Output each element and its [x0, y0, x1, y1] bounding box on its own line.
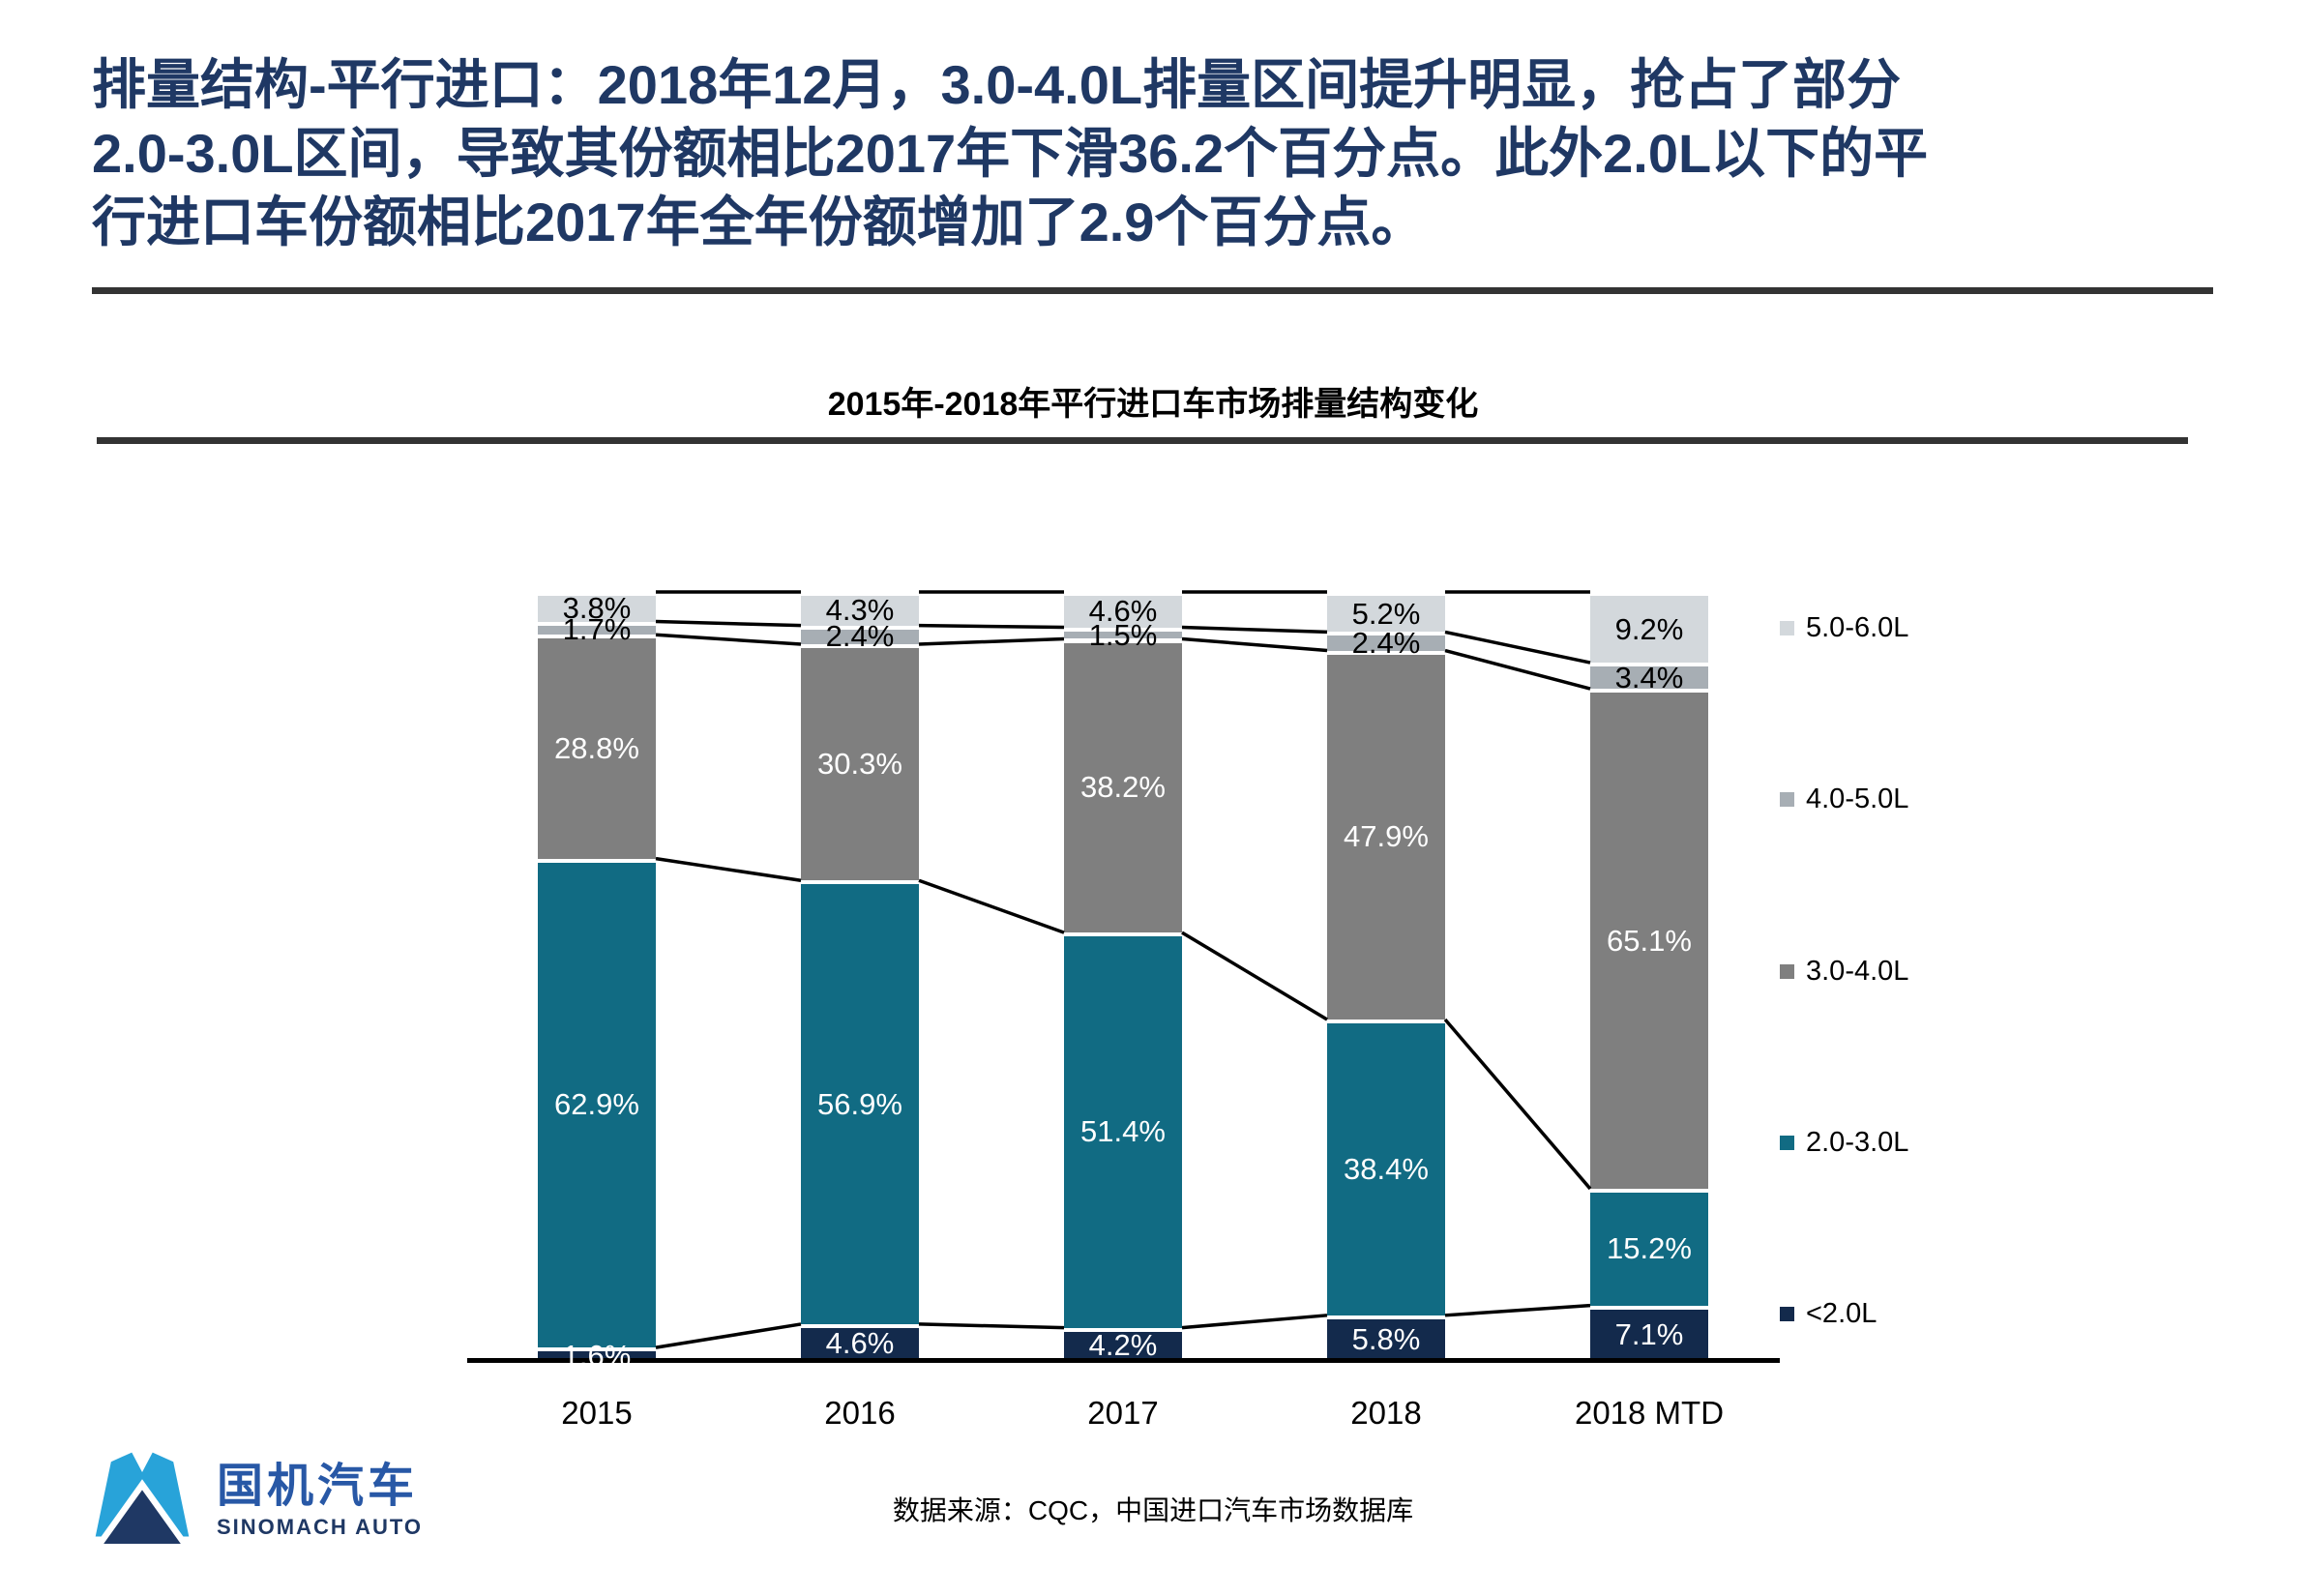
segment-2.0-3.0L: 15.2% — [1590, 1188, 1708, 1306]
segment-value-label: 3.8% — [562, 591, 632, 626]
segment-<2.0L: 1.6% — [538, 1339, 656, 1373]
legend-label: 2.0-3.0L — [1806, 1126, 1909, 1158]
segment-3.0-4.0L: 28.8% — [538, 635, 656, 859]
segment-value-label: 30.3% — [817, 747, 902, 782]
segment-5.0-6.0L: 4.3% — [801, 592, 919, 628]
segment-value-label: 1.5% — [1088, 617, 1158, 652]
legend-swatch-icon — [1780, 792, 1794, 808]
legend-swatch-icon — [1780, 621, 1794, 635]
x-axis-label-2018: 2018 — [1350, 1395, 1422, 1431]
segment-value-label: 38.2% — [1080, 770, 1166, 805]
segment-<2.0L: 7.1% — [1590, 1305, 1708, 1360]
segment-value-label: 9.2% — [1614, 611, 1684, 646]
logo-name-cn: 国机汽车 — [217, 1460, 419, 1512]
logo-text: 国机汽车 SINOMACH AUTO — [217, 1460, 423, 1540]
segment-value-label: 4.3% — [825, 593, 895, 628]
segment-value-label: 5.8% — [1351, 1321, 1421, 1356]
page-title-line-1: 排量结构-平行进口：2018年12月，3.0-4.0L排量区间提升明显，抢占了部… — [92, 54, 1902, 115]
segment-4.0-5.0L: 2.4% — [1327, 626, 1445, 660]
segment-value-label: 4.6% — [1088, 594, 1158, 629]
segment-value-label: 56.9% — [817, 1086, 902, 1121]
legend-swatch-icon — [1780, 1135, 1794, 1150]
page-title-line-2: 2.0-3.0L区间，导致其份额相比2017年下滑36.2个百分点。此外2.0L… — [92, 123, 1929, 185]
segment-value-label: 2.4% — [825, 619, 895, 654]
stacked-bar-chart: 2015 2016 2017 2018 2018 MTD 1.6% 62.9% 28.8% 1… — [467, 590, 1780, 1431]
legend-item-3.0-4.0L: 3.0-4.0L — [1780, 956, 1993, 988]
segment-value-label: 28.8% — [554, 730, 639, 765]
legend-label: 3.0-4.0L — [1806, 955, 1909, 987]
legend-label: <2.0L — [1806, 1298, 1877, 1329]
x-axis-label-2018 MTD: 2018 MTD — [1574, 1395, 1725, 1431]
segment-3.0-4.0L: 30.3% — [801, 644, 919, 881]
company-logo: 国机汽车 SINOMACH AUTO — [85, 1449, 423, 1553]
segment-value-label: 5.2% — [1351, 596, 1421, 631]
title-divider — [92, 287, 2213, 294]
segment-value-label: 47.9% — [1344, 819, 1429, 854]
legend-item-2.0-3.0L: 2.0-3.0L — [1780, 1127, 1993, 1159]
legend-swatch-icon — [1780, 1307, 1794, 1321]
segment-2.0-3.0L: 62.9% — [538, 858, 656, 1348]
legend-item-4.0-5.0L: 4.0-5.0L — [1780, 783, 1993, 815]
x-axis-labels: 2015 2016 2017 2018 2018 MTD — [467, 1395, 1780, 1443]
page-title-line-3: 行进口车份额相比2017年全年份额增加了2.9个百分点。 — [92, 192, 1426, 253]
x-axis-label-2015: 2015 — [561, 1395, 633, 1431]
segment-4.0-5.0L: 1.5% — [1064, 618, 1182, 652]
segment-value-label: 3.4% — [1614, 660, 1684, 695]
segment-value-label: 1.7% — [562, 612, 632, 647]
segment-<2.0L: 4.6% — [801, 1323, 919, 1361]
segment-3.0-4.0L: 38.2% — [1064, 638, 1182, 933]
bar-2015: 1.6% 62.9% 28.8% 1.7% 3.8% — [538, 591, 656, 1373]
segment-5.0-6.0L: 9.2% — [1590, 592, 1708, 664]
segment-<2.0L: 4.2% — [1064, 1327, 1182, 1363]
segment-5.0-6.0L: 3.8% — [538, 591, 656, 625]
chart-title: 2015年-2018年平行进口车市场排量结构变化 — [827, 386, 1479, 423]
logo-name-en: SINOMACH AUTO — [217, 1515, 423, 1540]
bar-2016: 4.6% 56.9% 30.3% 2.4% 4.3% — [801, 592, 919, 1360]
bar-2017: 4.2% 51.4% 38.2% 1.5% 4.6% — [1064, 592, 1182, 1363]
legend-label: 4.0-5.0L — [1806, 783, 1909, 815]
segment-value-label: 51.4% — [1080, 1114, 1166, 1149]
segment-5.0-6.0L: 5.2% — [1327, 592, 1445, 633]
segment-2.0-3.0L: 56.9% — [801, 880, 919, 1324]
segment-3.0-4.0L: 65.1% — [1590, 689, 1708, 1189]
segment-value-label: 4.6% — [825, 1326, 895, 1361]
segment-value-label: 4.2% — [1088, 1328, 1158, 1363]
segment-value-label: 7.1% — [1614, 1316, 1684, 1351]
bar-2018 MTD: 7.1% 15.2% 65.1% 3.4% 9.2% — [1590, 592, 1708, 1360]
legend-item-<2.0L: <2.0L — [1780, 1298, 1993, 1330]
legend-swatch-icon — [1780, 963, 1794, 979]
x-axis-label-2016: 2016 — [824, 1395, 896, 1431]
segment-2.0-3.0L: 38.4% — [1327, 1020, 1445, 1315]
segment-value-label: 2.4% — [1351, 625, 1421, 660]
x-axis-label-2017: 2017 — [1087, 1395, 1159, 1431]
page-title: 排量结构-平行进口：2018年12月，3.0-4.0L排量区间提升明显，抢占了部… — [92, 50, 2230, 256]
segment-2.0-3.0L: 51.4% — [1064, 932, 1182, 1328]
chart-legend: 5.0-6.0L 4.0-5.0L 3.0-4.0L 2.0-3.0L <2.0L — [1780, 612, 1993, 1330]
bar-2018: 5.8% 38.4% 47.9% 2.4% 5.2% — [1327, 592, 1445, 1360]
segment-value-label: 1.6% — [562, 1338, 632, 1373]
segment-value-label: 65.1% — [1607, 923, 1692, 958]
segment-value-label: 62.9% — [554, 1087, 639, 1122]
segment-value-label: 38.4% — [1344, 1151, 1429, 1186]
legend-item-5.0-6.0L: 5.0-6.0L — [1780, 612, 1993, 644]
x-axis-line — [467, 1358, 1780, 1363]
legend-label: 5.0-6.0L — [1806, 612, 1909, 643]
data-source-note: 数据来源：CQC，中国进口汽车市场数据库 — [892, 1495, 1414, 1525]
segment-4.0-5.0L: 2.4% — [801, 619, 919, 653]
segment-<2.0L: 5.8% — [1327, 1315, 1445, 1360]
segment-value-label: 15.2% — [1607, 1231, 1692, 1266]
connector-lines — [655, 590, 1592, 1349]
chart-title-divider — [97, 437, 2188, 444]
sinomach-logo-icon — [91, 1452, 193, 1551]
segment-4.0-5.0L: 1.7% — [538, 612, 656, 646]
segment-5.0-6.0L: 4.6% — [1064, 592, 1182, 628]
segment-4.0-5.0L: 3.4% — [1590, 661, 1708, 695]
segment-3.0-4.0L: 47.9% — [1327, 650, 1445, 1020]
